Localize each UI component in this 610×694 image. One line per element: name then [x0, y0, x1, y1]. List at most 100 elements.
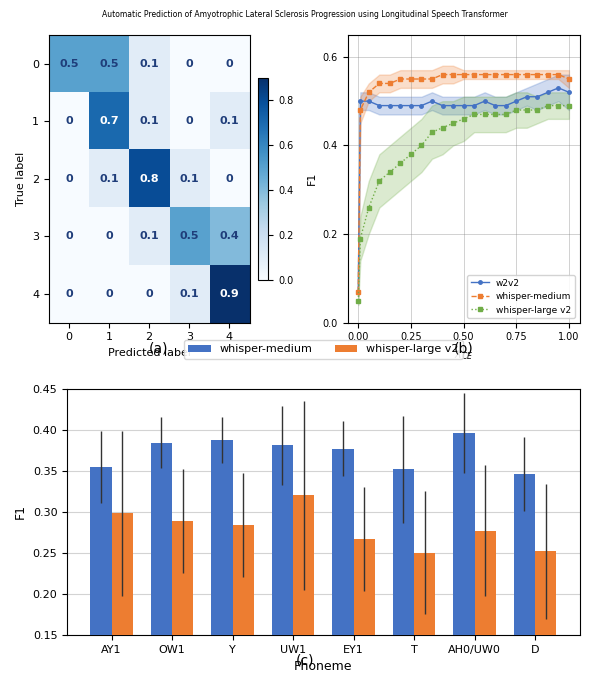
Bar — [272, 446, 293, 694]
w2v2 — [544, 88, 551, 96]
Text: 0: 0 — [226, 174, 233, 184]
Line: whisper-medium: whisper-medium — [356, 73, 571, 294]
whisper-medium — [418, 75, 425, 83]
Bar — [90, 466, 112, 694]
whisper-medium — [365, 88, 373, 96]
w2v2 — [512, 97, 520, 105]
Bar — [453, 433, 475, 694]
whisper-medium — [407, 75, 415, 83]
w2v2 — [460, 101, 467, 110]
Legend: whisper-medium, whisper-large v2: whisper-medium, whisper-large v2 — [184, 340, 462, 359]
whisper-large v2 — [460, 115, 467, 123]
whisper-medium — [470, 70, 478, 78]
X-axis label: Phoneme: Phoneme — [294, 660, 353, 673]
Text: 0: 0 — [65, 174, 73, 184]
whisper-large v2 — [354, 296, 362, 305]
whisper-large v2 — [450, 119, 457, 128]
w2v2 — [565, 88, 573, 96]
Text: 0: 0 — [105, 289, 113, 299]
Text: 0: 0 — [65, 289, 73, 299]
Text: (b): (b) — [454, 341, 473, 355]
w2v2 — [418, 101, 425, 110]
Text: 0: 0 — [185, 58, 193, 69]
Text: Automatic Prediction of Amyotrophic Lateral Sclerosis Progression using Longitud: Automatic Prediction of Amyotrophic Late… — [102, 10, 508, 19]
whisper-large v2 — [407, 150, 415, 158]
Line: w2v2: w2v2 — [356, 86, 571, 294]
Text: (c): (c) — [296, 654, 314, 668]
Text: 0: 0 — [226, 58, 233, 69]
Text: 0.8: 0.8 — [139, 174, 159, 184]
whisper-medium — [357, 106, 364, 115]
Bar — [232, 525, 254, 694]
whisper-medium — [523, 70, 531, 78]
Text: 0.1: 0.1 — [139, 116, 159, 126]
Bar — [354, 539, 375, 694]
whisper-large v2 — [502, 110, 509, 119]
Bar — [475, 531, 496, 694]
w2v2 — [554, 84, 562, 92]
Bar — [112, 514, 133, 694]
whisper-medium — [565, 75, 573, 83]
whisper-medium — [481, 70, 489, 78]
whisper-large v2 — [386, 168, 393, 176]
whisper-large v2 — [523, 106, 531, 115]
whisper-medium — [534, 70, 541, 78]
Y-axis label: F1: F1 — [14, 505, 27, 519]
Text: 0: 0 — [65, 116, 73, 126]
Text: 0.5: 0.5 — [59, 58, 79, 69]
Text: 0.5: 0.5 — [179, 231, 199, 242]
whisper-large v2 — [554, 101, 562, 110]
X-axis label: Predicted label: Predicted label — [107, 348, 191, 358]
whisper-large v2 — [492, 110, 499, 119]
Text: 0: 0 — [145, 289, 153, 299]
whisper-medium — [512, 70, 520, 78]
w2v2 — [502, 101, 509, 110]
Text: 0.1: 0.1 — [179, 174, 199, 184]
w2v2 — [386, 101, 393, 110]
Text: 0.1: 0.1 — [139, 58, 159, 69]
w2v2 — [428, 97, 436, 105]
X-axis label: $\lambda_{CE}$: $\lambda_{CE}$ — [454, 348, 473, 362]
whisper-medium — [502, 70, 509, 78]
whisper-medium — [376, 79, 383, 87]
w2v2 — [470, 101, 478, 110]
Bar — [212, 441, 232, 694]
whisper-large v2 — [357, 235, 364, 243]
Text: 0.1: 0.1 — [179, 289, 199, 299]
Legend: w2v2, whisper-medium, whisper-large v2: w2v2, whisper-medium, whisper-large v2 — [467, 275, 575, 318]
w2v2 — [523, 92, 531, 101]
whisper-medium — [439, 70, 446, 78]
Bar — [514, 474, 535, 694]
Text: 0: 0 — [65, 231, 73, 242]
w2v2 — [407, 101, 415, 110]
whisper-medium — [428, 75, 436, 83]
whisper-medium — [554, 70, 562, 78]
Bar — [293, 496, 314, 694]
whisper-large v2 — [376, 177, 383, 185]
w2v2 — [439, 101, 446, 110]
w2v2 — [481, 97, 489, 105]
w2v2 — [492, 101, 499, 110]
whisper-medium — [450, 70, 457, 78]
whisper-medium — [386, 79, 393, 87]
Text: 0.1: 0.1 — [220, 116, 239, 126]
Text: 0.1: 0.1 — [139, 231, 159, 242]
Text: 0.5: 0.5 — [99, 58, 119, 69]
whisper-medium — [492, 70, 499, 78]
Bar — [151, 443, 172, 694]
Bar — [535, 551, 556, 694]
whisper-large v2 — [428, 128, 436, 136]
Text: (a): (a) — [149, 341, 168, 355]
whisper-large v2 — [396, 159, 404, 167]
w2v2 — [376, 101, 383, 110]
whisper-medium — [354, 287, 362, 296]
whisper-large v2 — [365, 203, 373, 212]
w2v2 — [534, 92, 541, 101]
whisper-large v2 — [512, 106, 520, 115]
Bar — [393, 469, 414, 694]
Text: 0: 0 — [185, 116, 193, 126]
w2v2 — [365, 97, 373, 105]
Y-axis label: F1: F1 — [307, 172, 317, 185]
Text: 0.9: 0.9 — [220, 289, 239, 299]
whisper-large v2 — [470, 110, 478, 119]
